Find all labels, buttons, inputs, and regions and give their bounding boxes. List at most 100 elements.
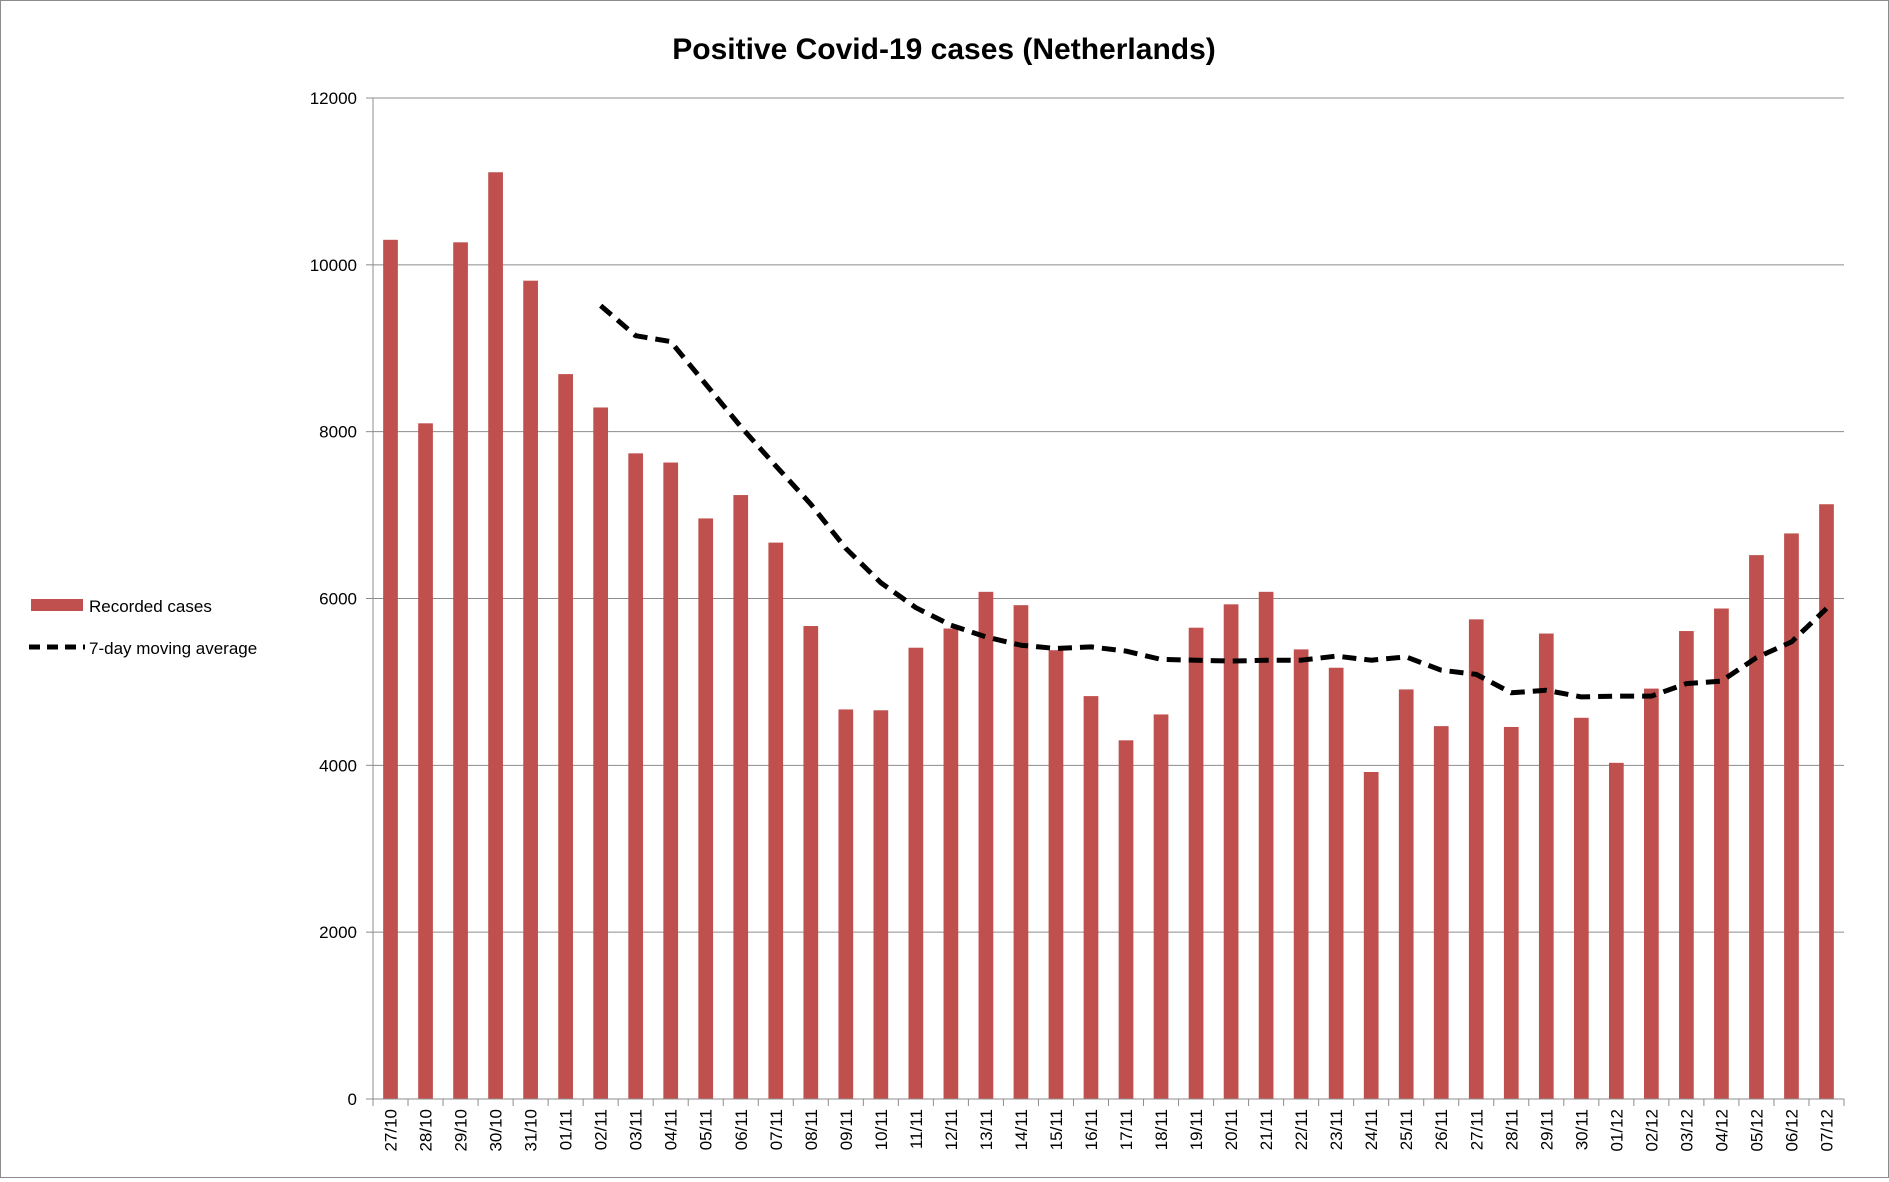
bar — [383, 239, 398, 1099]
x-tick-label: 04/12 — [1712, 1109, 1731, 1152]
x-tick-label: 24/11 — [1362, 1109, 1381, 1150]
bar — [838, 709, 854, 1099]
x-tick-label: 02/11 — [592, 1109, 611, 1150]
y-tick-label: 2000 — [319, 923, 357, 942]
bar — [1083, 696, 1099, 1099]
x-tick-label: 28/10 — [417, 1109, 436, 1152]
bar — [1328, 667, 1344, 1099]
bar — [558, 374, 573, 1100]
bar — [768, 542, 784, 1099]
bar — [1714, 608, 1729, 1099]
bar — [873, 710, 889, 1099]
y-tick-label: 4000 — [319, 756, 357, 775]
bar — [943, 628, 959, 1099]
moving-average-line — [599, 303, 1829, 700]
x-tick-label: 23/11 — [1327, 1109, 1346, 1150]
x-tick-label: 03/12 — [1677, 1109, 1696, 1152]
bar — [1819, 504, 1834, 1100]
bar — [1258, 591, 1274, 1099]
bar — [488, 172, 503, 1099]
bar — [453, 242, 468, 1099]
x-tick-label: 30/11 — [1572, 1109, 1591, 1150]
moving-average-series — [599, 303, 1829, 700]
y-tick-label: 12000 — [310, 89, 357, 108]
bar-series — [383, 172, 1834, 1100]
x-tick-label: 07/12 — [1817, 1109, 1836, 1152]
bar — [1503, 726, 1519, 1099]
bar — [1363, 772, 1379, 1099]
bar — [1188, 627, 1204, 1099]
bar — [1223, 604, 1239, 1099]
gridlines — [373, 97, 1844, 933]
bar — [663, 462, 679, 1099]
x-tick-label: 22/11 — [1292, 1109, 1311, 1150]
x-tick-label: 12/11 — [942, 1109, 961, 1150]
bar — [803, 626, 819, 1099]
bar — [1118, 740, 1134, 1099]
x-tick-label: 04/11 — [662, 1109, 681, 1150]
bar — [1013, 605, 1029, 1099]
x-tick-label: 15/11 — [1047, 1109, 1066, 1150]
x-tick-label: 06/11 — [732, 1109, 751, 1150]
x-axis-ticks: 27/10 28/10 29/10 30/10 31/10 01/11 02/11 03/11… — [372, 1099, 1845, 1152]
x-tick-label: 06/12 — [1782, 1109, 1801, 1152]
bar — [1153, 714, 1169, 1099]
legend-swatch-recorded-cases — [31, 599, 83, 611]
bar — [733, 495, 749, 1099]
bar — [1398, 689, 1414, 1099]
y-tick-label: 6000 — [319, 590, 357, 609]
x-tick-label: 09/11 — [837, 1109, 856, 1150]
x-tick-label: 08/11 — [802, 1109, 821, 1150]
bar — [1749, 555, 1764, 1099]
x-tick-label: 30/10 — [487, 1109, 506, 1152]
x-tick-label: 05/11 — [697, 1109, 716, 1150]
bar — [1468, 619, 1484, 1099]
bar — [418, 423, 433, 1099]
bar — [1293, 649, 1309, 1099]
y-tick-label: 0 — [348, 1090, 357, 1109]
x-tick-label: 18/11 — [1152, 1109, 1171, 1150]
bar — [978, 591, 994, 1099]
x-tick-label: 19/11 — [1187, 1109, 1206, 1150]
x-tick-label: 21/11 — [1257, 1109, 1276, 1150]
y-tick-label: 10000 — [310, 256, 357, 275]
x-tick-label: 31/10 — [522, 1109, 541, 1152]
x-tick-label: 20/11 — [1222, 1109, 1241, 1150]
chart-title: Positive Covid-19 cases (Netherlands) — [672, 33, 1216, 66]
x-tick-label: 01/11 — [557, 1109, 576, 1150]
bar — [593, 407, 609, 1099]
x-tick-label: 05/12 — [1747, 1109, 1766, 1152]
x-tick-label: 17/11 — [1117, 1109, 1136, 1150]
bar — [1608, 762, 1624, 1099]
bar — [1433, 726, 1449, 1099]
y-axis-ticks: 0 2000 4000 6000 8000 10000 12000 — [310, 89, 373, 1109]
x-tick-label: 16/11 — [1082, 1109, 1101, 1150]
x-tick-label: 07/11 — [767, 1109, 786, 1150]
bar — [908, 647, 924, 1099]
x-tick-label: 27/10 — [382, 1109, 401, 1152]
bar — [1538, 633, 1554, 1099]
x-tick-label: 29/11 — [1537, 1109, 1556, 1150]
bar — [1679, 631, 1694, 1099]
x-tick-label: 14/11 — [1012, 1109, 1031, 1150]
bar — [1644, 688, 1659, 1099]
x-tick-label: 10/11 — [872, 1109, 891, 1150]
x-tick-label: 03/11 — [627, 1109, 646, 1150]
legend: Recorded cases 7-day moving average — [29, 597, 257, 658]
x-tick-label: 25/11 — [1397, 1109, 1416, 1150]
bar — [523, 280, 538, 1099]
legend-label-moving-average: 7-day moving average — [89, 639, 257, 658]
bar — [1048, 650, 1064, 1099]
bar — [1784, 533, 1799, 1099]
y-tick-label: 8000 — [319, 423, 357, 442]
legend-label-recorded-cases: Recorded cases — [89, 597, 212, 616]
x-tick-label: 29/10 — [452, 1109, 471, 1152]
bar — [628, 453, 644, 1100]
x-tick-label: 28/11 — [1502, 1109, 1521, 1150]
x-tick-label: 13/11 — [977, 1109, 996, 1150]
x-tick-label: 02/12 — [1642, 1109, 1661, 1152]
x-tick-label: 27/11 — [1467, 1109, 1486, 1150]
bar — [698, 518, 714, 1099]
